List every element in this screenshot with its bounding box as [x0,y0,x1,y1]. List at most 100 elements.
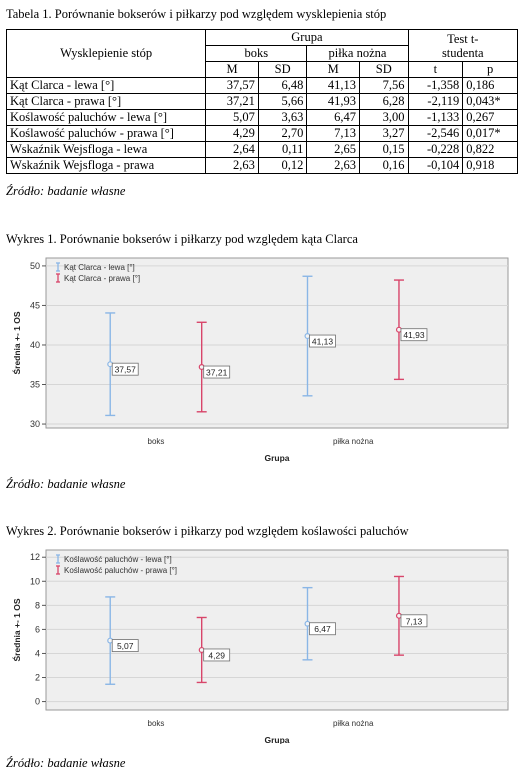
y-tick-label: 45 [30,300,40,310]
table-cell-m2: 2,63 [306,157,361,174]
data-label: 37,57 [115,365,137,375]
table-cell-sd2: 3,00 [359,109,409,126]
table-cell-m2: 41,13 [306,77,361,94]
chart2: 0 2 4 6 8 10 12 boks piłka nożna Grupa Średnia +- … [11,549,509,744]
chart1-caption: Wykres 1. Porównanie bokserów i piłkarzy… [6,232,358,246]
table-cell-label: Wskaźnik Wejsfloga - lewa [5,141,207,158]
y-axis-label: Średnia +- 1 OS [11,311,22,374]
table-cell-label: Kąt Clarca - prawa [°] [5,93,207,110]
table-cell-sd1: 0,11 [257,141,308,158]
data-label-box [203,648,231,662]
table-cell-sd1: 6,48 [257,77,308,94]
table-header-row-label: Wysklepienie stóp [5,29,207,78]
table-cell-t: -1,358 [407,77,464,94]
table-cell-sd2: 0,16 [359,157,409,174]
table-cell-m1: 4,29 [205,125,259,142]
data-label: 7,13 [406,616,423,626]
y-tick-label: 50 [30,261,40,271]
table-cell-t: -0,228 [407,141,464,158]
chart2-caption: Wykres 2. Porównanie bokserów i piłkarzy… [6,524,409,538]
table-cell-p: 0,043* [462,93,518,110]
table-cell-sd2: 6,28 [359,93,409,110]
table-header-test-line1: Test t- [447,31,479,46]
table-cell-t: -2,119 [407,93,464,110]
table-cell-p: 0,017* [462,125,518,142]
table-cell-sd2: 3,27 [359,125,409,142]
table-header-sd2: SD [359,61,409,78]
x-tick-label: boks [148,437,165,446]
data-label: 41,13 [312,337,334,347]
table-row: Koślawość paluchów - lewa [°] 5,07 3,63 … [5,109,518,126]
table-cell-m1: 2,64 [205,141,259,158]
data-label: 6,47 [314,624,331,634]
table-cell-m1: 5,07 [205,109,259,126]
table-source: Źródło: badanie własne [6,184,126,198]
comparison-table: Wysklepienie stóp Grupa Test t- studenta… [5,29,519,174]
data-label-box [309,334,336,348]
y-tick-label: 10 [30,576,40,586]
data-label-box [400,328,428,342]
table-cell-sd1: 0,12 [257,157,308,174]
table-cell-p: 0,822 [462,141,518,158]
x-tick-label: piłka nożna [333,719,374,728]
table-cell-sd1: 3,63 [257,109,308,126]
table-header-test-line2: studenta [441,45,484,60]
legend-label: Kąt Clarca - prawa [°] [64,274,140,283]
legend-label: Koślawość paluchów - lewa [°] [64,555,172,564]
y-tick-label: 35 [30,380,40,390]
y-tick-label: 12 [30,552,40,562]
data-label-box [111,362,139,376]
table-header-p: p [462,61,518,78]
table-cell-sd2: 0,15 [359,141,409,158]
data-label: 41,93 [403,330,425,340]
table-header-sd1: SD [257,61,308,78]
table-cell-m2: 6,47 [306,109,361,126]
table-cell-m1: 37,21 [205,93,259,110]
table-header-boks: boks [205,45,308,62]
table-row: Wskaźnik Wejsfloga - lewa 2,64 0,11 2,65… [5,141,518,158]
plot-area [45,549,509,711]
table-header-group: Grupa [205,29,409,46]
data-label: 5,07 [117,641,134,651]
table-cell-m1: 2,63 [205,157,259,174]
x-axis-label: Grupa [264,735,289,744]
data-label: 37,21 [206,368,228,378]
table-row: Kąt Clarca - prawa [°] 37,21 5,66 41,93 … [5,93,518,110]
data-label-box [111,639,139,652]
data-label-box [309,622,336,636]
table-cell-sd1: 2,70 [257,125,308,142]
chart2-source: Źródło: badanie własne [6,756,126,770]
data-label-box [203,365,231,379]
y-tick-label: 30 [30,419,40,429]
table-header-t: t [407,61,464,78]
table-cell-m1: 37,57 [205,77,259,94]
table-cell-p: 0,186 [462,77,518,94]
table-caption: Tabela 1. Porównanie bokserów i piłkarzy… [6,7,387,21]
y-tick-label: 0 [35,697,40,707]
table-cell-m2: 2,65 [306,141,361,158]
chart1: 30 35 40 45 50 boks piłka nożna Grupa Średnia +-… [11,257,509,463]
data-label-box [400,614,428,628]
table-cell-label: Kąt Clarca - lewa [°] [5,77,207,94]
table-cell-label: Koślawość paluchów - lewa [°] [5,109,207,126]
table-row: Wskaźnik Wejsfloga - prawa 2,63 0,12 2,6… [5,157,518,174]
table-header-pilka: piłka nożna [306,45,409,62]
plot-area [45,257,509,429]
y-tick-label: 6 [35,624,40,634]
y-tick-label: 8 [35,600,40,610]
chart1-source: Źródło: badanie własne [6,477,126,491]
table-header-m1: M [205,61,259,78]
table-cell-m2: 7,13 [306,125,361,142]
table-cell-label: Wskaźnik Wejsfloga - prawa [5,157,207,174]
table-row: Koślawość paluchów - prawa [°] 4,29 2,70… [5,125,518,142]
table-cell-sd1: 5,66 [257,93,308,110]
table-cell-p: 0,267 [462,109,518,126]
table-cell-sd2: 7,56 [359,77,409,94]
table-row: Kąt Clarca - lewa [°] 37,57 6,48 41,13 7… [5,77,518,94]
x-tick-label: piłka nożna [333,437,374,446]
y-axis-label: Średnia +- 1 OS [11,598,22,661]
table-cell-t: -1,133 [407,109,464,126]
table-header-m2: M [306,61,361,78]
y-tick-label: 40 [30,340,40,350]
data-label: 4,29 [208,650,225,660]
